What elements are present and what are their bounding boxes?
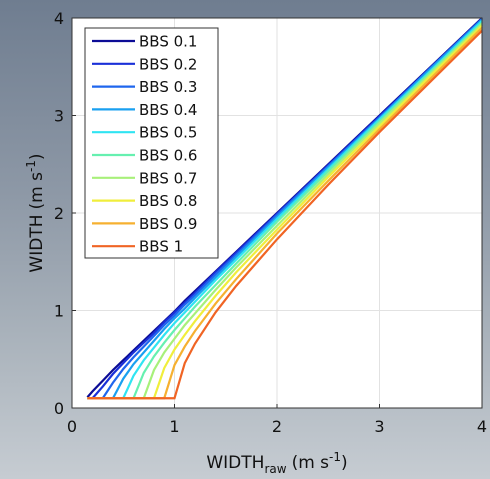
legend-label: BBS 1 bbox=[139, 238, 183, 256]
legend-label: BBS 0.7 bbox=[139, 169, 197, 187]
legend-label: BBS 0.5 bbox=[139, 124, 197, 142]
x-tick-label: 3 bbox=[374, 417, 384, 436]
x-axis-label: WIDTHraw (m s-1) bbox=[206, 450, 347, 476]
y-tick-label: 1 bbox=[54, 302, 64, 321]
y-label-unit: (m s bbox=[27, 172, 47, 210]
x-label-close: ) bbox=[341, 453, 348, 473]
legend-label: BBS 0.3 bbox=[139, 78, 197, 96]
y-label-sup: -1 bbox=[24, 160, 38, 172]
y-axis-label: WIDTH (m s-1) bbox=[24, 153, 47, 272]
y-tick-label: 2 bbox=[54, 204, 64, 223]
legend-label: BBS 0.9 bbox=[139, 215, 197, 233]
y-label-close: ) bbox=[27, 153, 47, 160]
legend-label: BBS 0.8 bbox=[139, 192, 197, 210]
series-line bbox=[87, 29, 483, 400]
x-tick-label: 2 bbox=[272, 417, 282, 436]
x-label-sub: raw bbox=[264, 462, 286, 476]
y-tick-label: 4 bbox=[54, 9, 64, 28]
legend-label: BBS 0.6 bbox=[139, 147, 197, 165]
legend-label: BBS 0.1 bbox=[139, 33, 197, 51]
x-label-base: WIDTH bbox=[206, 453, 264, 473]
y-label-base: WIDTH bbox=[27, 214, 47, 272]
x-label-unit: (m s bbox=[292, 453, 330, 473]
x-label-sup: -1 bbox=[329, 450, 341, 464]
y-tick-label: 0 bbox=[54, 399, 64, 418]
x-tick-label: 4 bbox=[477, 417, 487, 436]
x-tick-label: 1 bbox=[169, 417, 179, 436]
legend-label: BBS 0.2 bbox=[139, 55, 197, 73]
legend-label: BBS 0.4 bbox=[139, 101, 197, 119]
legend-box bbox=[84, 27, 219, 259]
x-tick-label: 0 bbox=[67, 417, 77, 436]
y-tick-label: 3 bbox=[54, 107, 64, 126]
